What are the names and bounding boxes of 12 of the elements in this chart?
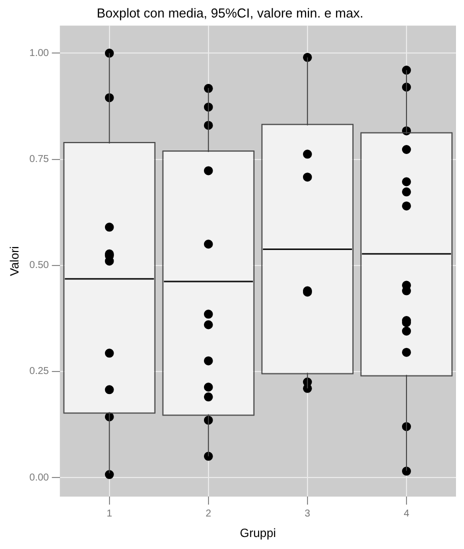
x-tick-label: 3	[304, 508, 311, 520]
x-tick-label: 1	[106, 508, 113, 520]
y-tick-label: 0.50	[29, 260, 50, 272]
chart-title: Boxplot con media, 95%CI, valore min. e max.	[96, 5, 364, 20]
x-tick-label: 2	[206, 508, 212, 520]
y-tick-label: 0.00	[29, 472, 50, 484]
y-axis-title: Valori	[8, 246, 22, 276]
x-tick-label: 4	[404, 508, 410, 520]
y-tick-label: 0.75	[29, 154, 50, 166]
x-axis-title: Gruppi	[240, 526, 276, 540]
y-tick-label: 0.25	[29, 366, 50, 378]
y-tick-label: 1.00	[29, 48, 50, 59]
